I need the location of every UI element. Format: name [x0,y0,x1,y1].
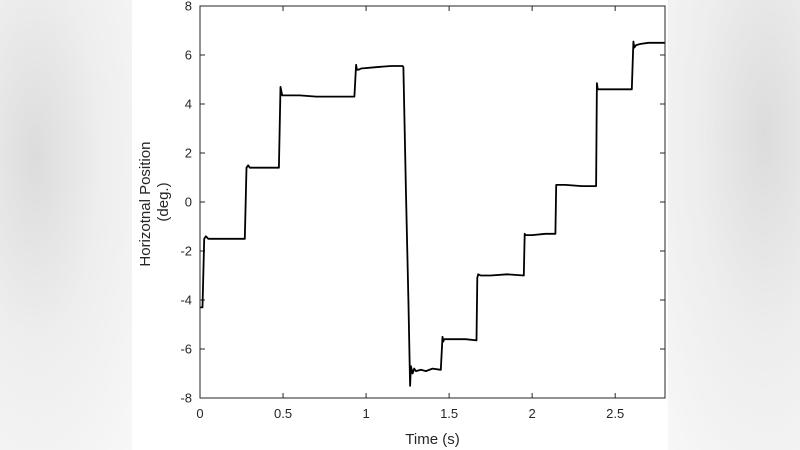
y-tick-label: 0 [185,195,192,210]
x-tick-label: 2.5 [606,406,624,421]
y-tick-label: -2 [180,244,192,259]
backdrop-right [660,0,800,450]
y-tick-label: -6 [180,342,192,357]
x-tick-label: 0.5 [274,406,292,421]
x-tick-label: 1.5 [440,406,458,421]
backdrop-left [0,0,140,450]
figure-panel [132,0,668,450]
y-axis-label-line-1: Horizotnal Position [137,142,154,267]
y-tick-label: 4 [185,97,192,112]
y-tick-label: -8 [180,391,192,406]
plot-frame [199,5,666,399]
y-axis-label: Horizotnal Position (deg.) [137,137,172,266]
y-tick-label: 8 [185,0,192,14]
y-tick-label: 2 [185,146,192,161]
series-line [200,40,665,387]
y-axis-label-line-2: (deg.) [155,182,172,221]
y-tick-label: 6 [185,48,192,63]
y-tick-label: -4 [180,293,192,308]
x-tick-label: 2 [529,406,536,421]
x-tick-label: 1 [362,406,369,421]
tick-labels: 0 0.5 1 1.5 2 2.5 -8 -6 -4 -2 0 2 4 6 8 [180,0,624,421]
x-axis-label: Time (s) [405,431,459,448]
axis-ticks [199,5,665,399]
x-tick-label: 0 [196,406,203,421]
